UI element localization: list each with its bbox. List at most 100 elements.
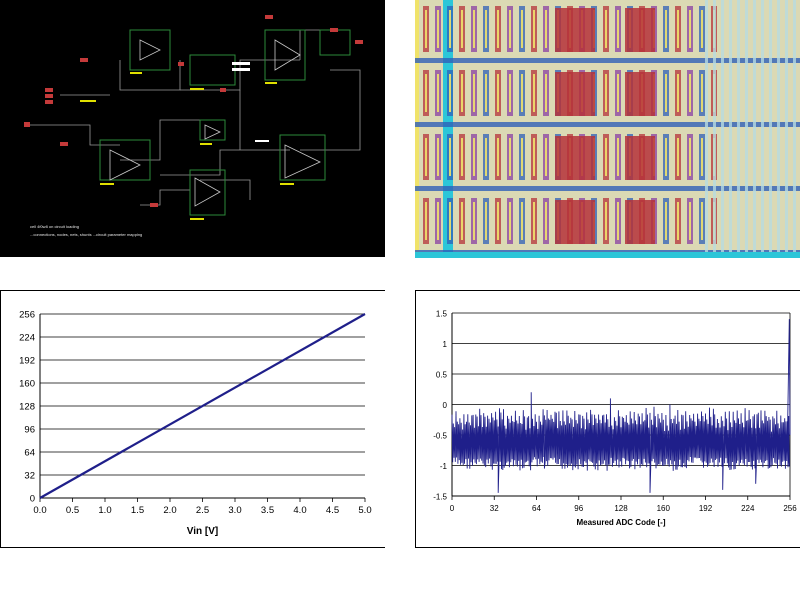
layout-via — [485, 10, 487, 48]
layout-block — [555, 72, 595, 116]
y-tick-label: 160 — [19, 379, 35, 390]
layout-via — [617, 138, 619, 176]
x-tick-label: 224 — [741, 504, 755, 513]
layout-cyan-column — [443, 0, 453, 258]
y-tick-label: 0.5 — [436, 371, 448, 380]
layout-digital-stripe — [713, 0, 716, 258]
x-tick-label: 3.0 — [228, 505, 241, 516]
layout-via — [533, 202, 535, 240]
layout-via — [497, 138, 499, 176]
layout-power-rail — [415, 186, 800, 191]
layout-via — [425, 10, 427, 48]
layout-via — [689, 74, 691, 112]
x-axis-label: Vin [V] — [187, 526, 218, 537]
layout-via — [617, 202, 619, 240]
layout-via — [509, 10, 511, 48]
y-tick-label: 0 — [443, 401, 448, 410]
x-tick-label: 128 — [614, 504, 628, 513]
layout-via — [485, 74, 487, 112]
layout-via — [473, 10, 475, 48]
schematic-image: cell 4f0w8 on circuit loading ...connect… — [0, 0, 385, 257]
layout-via — [509, 138, 511, 176]
y-tick-label: 96 — [24, 425, 35, 436]
layout-block — [625, 8, 655, 52]
transfer-curve-chart: 0 32 64 96 128 160 192 224 256 0.0 0.5 1.0 1.5 2.0 2.5… — [0, 290, 385, 548]
layout-via — [437, 10, 439, 48]
layout-via — [605, 138, 607, 176]
x-tick-label: 64 — [532, 504, 541, 513]
layout-via — [689, 202, 691, 240]
layout-digital-stripe — [721, 0, 724, 258]
layout-via — [437, 74, 439, 112]
x-tick-label: 1.0 — [98, 505, 111, 516]
layout-via — [449, 74, 451, 112]
layout-via — [605, 202, 607, 240]
layout-digital-stripe — [745, 0, 748, 258]
layout-via — [533, 74, 535, 112]
error-chart-svg: 1.510.50-0.5-1-1.50 32 64 96 128 160 192 224 256… — [415, 290, 800, 548]
layout-digital-stripe — [737, 0, 740, 258]
y-tick-label: 256 — [19, 310, 35, 321]
layout-via — [437, 138, 439, 176]
x-tick-label: 2.0 — [163, 505, 176, 516]
layout-via — [461, 10, 463, 48]
layout-via — [497, 10, 499, 48]
layout-block — [625, 72, 655, 116]
layout-via — [677, 202, 679, 240]
schematic-note-2: ...connections, nodes, nets, shunts ...c… — [30, 232, 142, 237]
x-tick-label: 5.0 — [358, 505, 371, 516]
layout-via — [545, 202, 547, 240]
layout-bottom-rail — [415, 252, 800, 258]
layout-via — [485, 202, 487, 240]
x-tick-label: 3.5 — [261, 505, 274, 516]
layout-block — [555, 8, 595, 52]
y-tick-label: -1 — [440, 462, 448, 471]
schematic-note-1: cell 4f0w8 on circuit loading — [30, 224, 79, 229]
x-tick-label: 192 — [699, 504, 713, 513]
y-tick-label: 224 — [19, 333, 35, 344]
x-axis-label: Measured ADC Code [-] — [576, 518, 665, 527]
layout-via — [521, 202, 523, 240]
layout-via — [497, 202, 499, 240]
layout-via — [521, 74, 523, 112]
layout-via — [665, 202, 667, 240]
layout-via — [473, 202, 475, 240]
layout-block — [625, 200, 655, 244]
layout-via — [485, 138, 487, 176]
x-tick-label: 4.0 — [293, 505, 306, 516]
layout-via — [701, 202, 703, 240]
layout-block — [555, 200, 595, 244]
layout-drawing — [415, 0, 800, 258]
layout-via — [545, 74, 547, 112]
layout-via — [605, 10, 607, 48]
layout-power-rail — [415, 122, 800, 127]
layout-via — [545, 10, 547, 48]
layout-via — [461, 138, 463, 176]
layout-digital-stripe — [769, 0, 772, 258]
layout-via — [461, 74, 463, 112]
layout-image — [415, 0, 800, 258]
layout-via — [533, 10, 535, 48]
error-chart: 1.5 1 0.5 0 -0.5 -1 -1.5 0 32 64 96 128 160 192 224 256… — [415, 290, 800, 548]
layout-via — [461, 202, 463, 240]
x-tick-label: 32 — [490, 504, 499, 513]
y-tick-label: 32 — [24, 471, 35, 482]
layout-digital-stripe — [705, 0, 708, 258]
layout-power-rail — [415, 58, 800, 63]
layout-via — [449, 10, 451, 48]
layout-via — [437, 202, 439, 240]
layout-via — [521, 138, 523, 176]
y-tick-label: -0.5 — [433, 432, 447, 441]
layout-via — [617, 10, 619, 48]
layout-digital-stripe — [729, 0, 732, 258]
x-tick-label: 0 — [450, 504, 455, 513]
layout-digital-stripe — [753, 0, 756, 258]
transfer-curve-svg: 0 32 64 96 128 160 192 224 256 0.0 0.5 1.0 1.5 2.0 2.5… — [0, 290, 385, 548]
y-tick-label: -1.5 — [433, 493, 447, 502]
y-tick-label: 1 — [443, 340, 448, 349]
layout-digital-stripe — [777, 0, 780, 258]
layout-digital-stripe — [793, 0, 796, 258]
x-tick-label: 160 — [657, 504, 671, 513]
layout-via — [701, 74, 703, 112]
error-trace — [451, 319, 791, 493]
